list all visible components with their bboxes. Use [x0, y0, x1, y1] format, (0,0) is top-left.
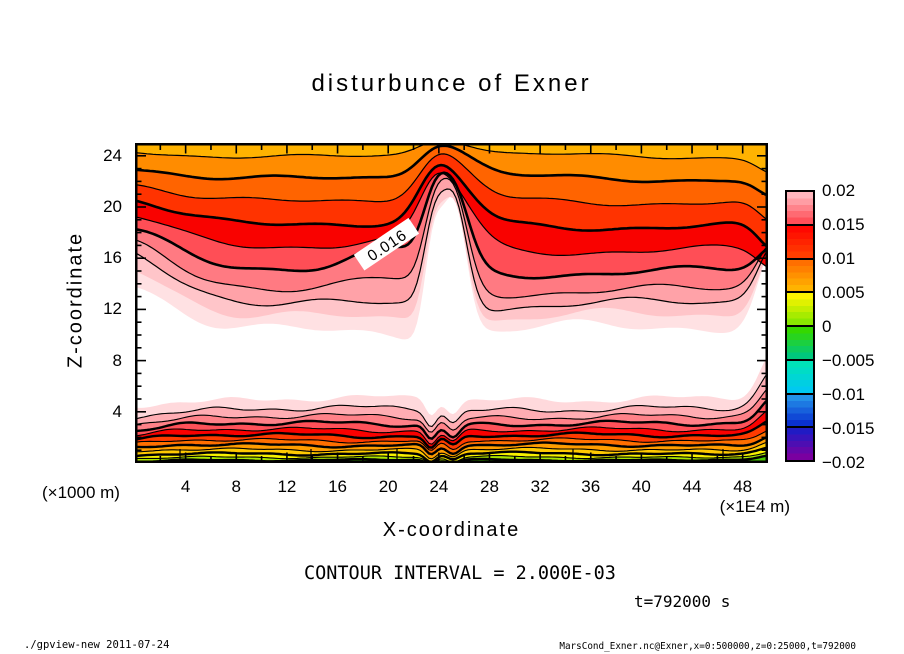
x-tick-label: 40	[631, 477, 651, 496]
x-tick-label: 8	[231, 477, 241, 496]
footer-right-text: MarsCond_Exner.nc@Exner,x=0:500000,z=0:2…	[559, 641, 856, 652]
footer-left-text: ./gpview-new 2011-07-24	[24, 639, 170, 651]
contour-line	[134, 177, 769, 299]
x-tick-label: 28	[480, 477, 499, 496]
contour-line	[135, 435, 769, 456]
contour-line	[134, 188, 769, 312]
x-tick-label: 4	[180, 477, 191, 496]
colorbar-segment	[787, 293, 813, 327]
plot-frame	[135, 143, 768, 463]
colorbar-tick-label: 0.01	[822, 249, 856, 268]
contour-line	[134, 429, 769, 451]
contour-plot-area: 0.016	[134, 137, 769, 469]
contour-plot-svg: 0.016	[134, 137, 769, 469]
contour-line	[134, 446, 769, 464]
chart-title: disturbunce of Exner	[311, 70, 592, 97]
colorbar-segment	[787, 192, 813, 226]
contour-interval-text: CONTOUR INTERVAL = 2.000E-03	[304, 563, 616, 584]
colorbar-tick-label: 0	[822, 317, 832, 336]
contour-line	[134, 387, 769, 433]
colorbar-tick-label: 0.015	[822, 215, 865, 234]
y-tick-label: 4	[112, 401, 122, 421]
colorbar-tick-label: −0.02	[822, 453, 866, 472]
contour-line	[134, 153, 769, 221]
contour-line	[134, 172, 769, 268]
x-tick-label: 16	[328, 477, 347, 496]
x-tick-label: 12	[277, 477, 297, 496]
colorbar-tick-label: −0.005	[822, 351, 875, 370]
contour-line	[134, 419, 769, 449]
colorbar-tick-label: 0.02	[822, 181, 856, 200]
y-tick-label: 8	[112, 350, 122, 370]
colorbar-segment	[787, 428, 813, 460]
y-unit-label: (×1000 m)	[42, 483, 120, 502]
contour-line	[134, 372, 769, 428]
colorbar-segment	[787, 259, 813, 294]
x-tick-label: 48	[733, 477, 753, 496]
y-tick-label: 24	[103, 145, 122, 165]
colorbar	[785, 190, 815, 462]
x-unit-label: (×1E4 m)	[719, 497, 790, 516]
contour-line	[134, 144, 769, 197]
contour-line	[134, 163, 769, 249]
x-tick-label: 24	[429, 477, 449, 496]
colorbar-segment	[787, 394, 813, 429]
x-tick-label: 32	[530, 477, 550, 496]
y-tick-label: 16	[103, 248, 122, 268]
colorbar-segment	[787, 225, 813, 260]
colorbar-segment	[787, 360, 813, 395]
x-tick-label: 36	[581, 477, 601, 496]
y-tick-label: 12	[103, 299, 122, 319]
colorbar-segment	[787, 327, 813, 361]
colorbar-tick-label: 0.005	[822, 283, 865, 302]
x-tick-label: 20	[378, 477, 398, 496]
contour-line	[134, 409, 769, 445]
colorbar-tick-label: −0.01	[822, 385, 866, 404]
colorbar-tick-label: −0.015	[822, 419, 875, 438]
contour-line	[134, 171, 769, 280]
x-axis-label: X-coordinate	[382, 519, 521, 541]
contour-line	[134, 441, 769, 460]
x-tick-label: 44	[682, 477, 702, 496]
y-tick-label: 20	[103, 197, 122, 216]
upper-band-fill	[135, 137, 768, 173]
time-stamp-text: t=792000 s	[634, 592, 731, 611]
contour-line	[134, 398, 769, 441]
